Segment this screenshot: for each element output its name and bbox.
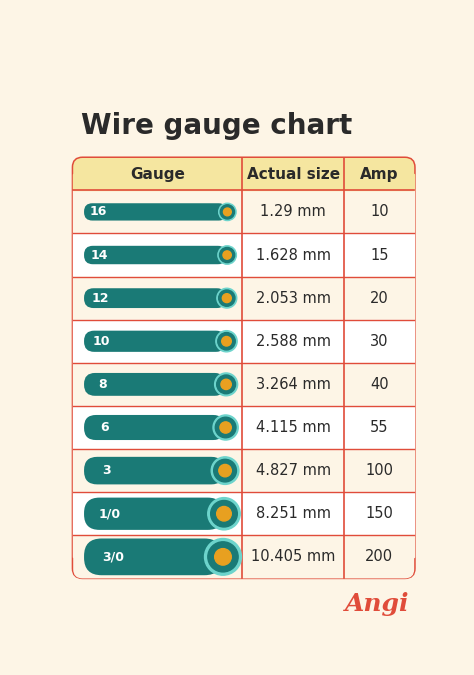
Circle shape: [219, 290, 235, 306]
Text: 2.053 mm: 2.053 mm: [256, 291, 331, 306]
Text: 200: 200: [365, 549, 393, 564]
Circle shape: [223, 251, 231, 259]
Text: Gauge: Gauge: [130, 167, 185, 182]
Circle shape: [215, 417, 236, 438]
Text: 20: 20: [370, 291, 389, 306]
Text: 14: 14: [90, 248, 108, 261]
FancyBboxPatch shape: [84, 288, 226, 308]
Text: 30: 30: [370, 333, 389, 349]
Circle shape: [222, 294, 231, 302]
Text: 8.251 mm: 8.251 mm: [256, 506, 331, 521]
Circle shape: [204, 539, 241, 575]
Circle shape: [216, 331, 237, 352]
Circle shape: [218, 333, 235, 350]
Text: Wire gauge chart: Wire gauge chart: [81, 111, 352, 140]
FancyBboxPatch shape: [84, 415, 225, 440]
Text: 4.827 mm: 4.827 mm: [256, 463, 331, 478]
Circle shape: [219, 464, 231, 477]
Circle shape: [223, 208, 231, 216]
Bar: [73, 320, 414, 363]
Circle shape: [218, 246, 237, 264]
Circle shape: [208, 542, 238, 572]
Text: 8: 8: [98, 378, 107, 391]
FancyBboxPatch shape: [84, 331, 226, 352]
Text: 1/0: 1/0: [99, 507, 121, 520]
Text: Angi: Angi: [345, 592, 410, 616]
FancyBboxPatch shape: [73, 535, 414, 578]
Text: Actual size: Actual size: [247, 167, 340, 182]
Text: 6: 6: [100, 421, 109, 434]
Text: 1.628 mm: 1.628 mm: [256, 248, 331, 263]
Text: 10: 10: [92, 335, 110, 348]
FancyBboxPatch shape: [73, 158, 414, 578]
Text: 10: 10: [370, 205, 389, 219]
Circle shape: [221, 379, 231, 389]
FancyBboxPatch shape: [84, 246, 227, 264]
Circle shape: [215, 549, 231, 565]
Circle shape: [220, 205, 235, 219]
Text: 40: 40: [370, 377, 389, 392]
Circle shape: [210, 500, 237, 527]
FancyBboxPatch shape: [73, 158, 414, 190]
Bar: [73, 449, 414, 492]
Text: 1.29 mm: 1.29 mm: [260, 205, 326, 219]
Text: 2.588 mm: 2.588 mm: [256, 333, 331, 349]
FancyBboxPatch shape: [84, 373, 226, 396]
Text: 15: 15: [370, 248, 389, 263]
Circle shape: [211, 457, 239, 485]
Text: Amp: Amp: [360, 167, 399, 182]
Text: 3: 3: [102, 464, 110, 477]
Bar: [73, 190, 414, 234]
Text: 100: 100: [365, 463, 393, 478]
Circle shape: [217, 375, 236, 394]
Circle shape: [217, 288, 237, 308]
Text: 3.264 mm: 3.264 mm: [256, 377, 331, 392]
Bar: [73, 234, 414, 277]
Circle shape: [219, 248, 235, 263]
FancyBboxPatch shape: [84, 203, 227, 221]
FancyBboxPatch shape: [84, 497, 223, 530]
Text: 3/0: 3/0: [102, 550, 125, 564]
Bar: [73, 277, 414, 320]
Circle shape: [222, 337, 231, 346]
Circle shape: [208, 497, 240, 530]
Circle shape: [219, 203, 236, 221]
Circle shape: [214, 459, 237, 482]
Text: 12: 12: [91, 292, 109, 304]
Circle shape: [217, 506, 231, 521]
FancyBboxPatch shape: [84, 539, 222, 575]
Text: 4.115 mm: 4.115 mm: [256, 420, 331, 435]
Text: 10.405 mm: 10.405 mm: [251, 549, 336, 564]
FancyBboxPatch shape: [84, 457, 224, 485]
Text: 16: 16: [89, 205, 107, 219]
Text: 150: 150: [365, 506, 393, 521]
Bar: [73, 492, 414, 535]
Circle shape: [220, 422, 231, 433]
Bar: [73, 363, 414, 406]
Bar: [73, 535, 414, 557]
Circle shape: [213, 415, 238, 440]
Bar: [73, 174, 414, 190]
Circle shape: [215, 373, 237, 396]
Bar: [73, 406, 414, 449]
Text: 55: 55: [370, 420, 389, 435]
